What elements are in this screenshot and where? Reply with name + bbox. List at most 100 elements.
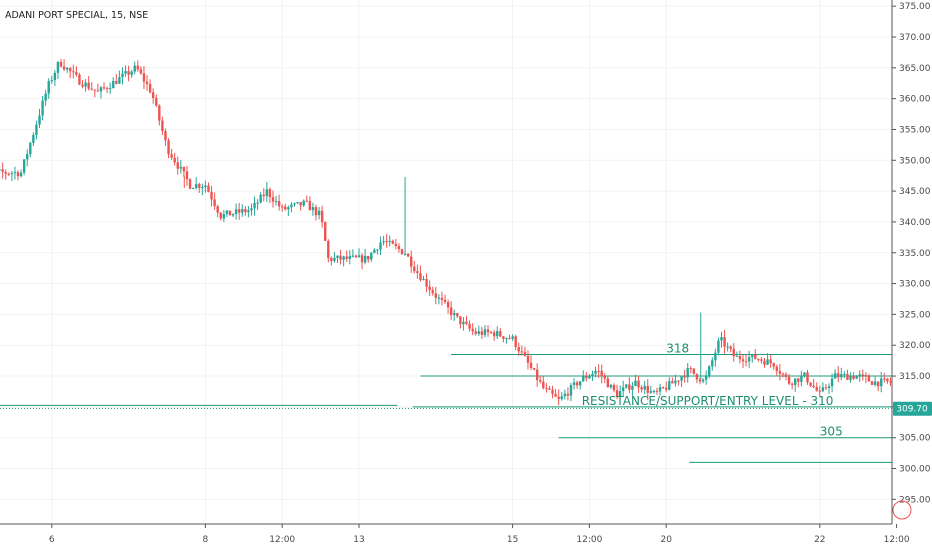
candle-body	[830, 378, 834, 387]
candle-body	[440, 297, 444, 300]
candle-body	[213, 199, 216, 207]
candle-body	[665, 387, 668, 390]
candle-body	[127, 71, 130, 75]
candle-body	[367, 255, 370, 260]
candle-body	[158, 105, 161, 121]
alert-circle-icon[interactable]	[892, 500, 912, 520]
candle-body	[256, 202, 259, 204]
candle-body	[800, 375, 803, 382]
price-tick-label: 345.00	[899, 187, 931, 197]
price-tick-label: 300.00	[899, 465, 931, 475]
candle-body	[324, 222, 327, 241]
candle-body	[864, 375, 868, 377]
candle-body	[413, 266, 416, 272]
price-tick-label: 375.00	[899, 2, 931, 12]
candle-body	[354, 255, 358, 258]
candle-body	[486, 329, 490, 333]
candle-body	[305, 200, 308, 202]
candle-body	[437, 297, 441, 299]
candle-body	[781, 373, 785, 375]
candle-body	[69, 67, 72, 72]
candle-body	[492, 332, 496, 337]
candle-body	[508, 338, 511, 340]
candle-body	[511, 336, 514, 339]
level-label: 318	[666, 341, 689, 355]
candle-body	[855, 375, 858, 379]
candle-body	[496, 331, 499, 337]
candle-body	[78, 74, 81, 85]
candle-body	[81, 84, 84, 87]
candle-body	[342, 256, 345, 260]
candle-body	[615, 390, 619, 397]
price-axis-bg[interactable]	[892, 0, 932, 550]
candle-body	[287, 207, 290, 210]
candle-body	[281, 206, 284, 208]
candle-body	[763, 360, 766, 365]
candle-body	[339, 255, 342, 260]
candle-body	[609, 384, 613, 388]
candle-body	[787, 376, 791, 384]
price-tick-label: 340.00	[899, 218, 931, 228]
candle-body	[308, 201, 312, 211]
candle-body	[151, 92, 155, 99]
candle-body	[290, 204, 293, 208]
candle-body	[357, 255, 361, 258]
candle-body	[250, 208, 253, 211]
candle-body	[293, 203, 296, 205]
candle-body	[90, 88, 93, 90]
candle-body	[139, 69, 143, 74]
candle-body	[483, 329, 487, 335]
candle-body	[637, 380, 640, 388]
candle-body	[130, 71, 133, 75]
candle-body	[219, 212, 222, 219]
candle-body	[686, 367, 689, 378]
candle-body	[701, 379, 705, 382]
candle-body	[311, 207, 315, 211]
candle-body	[744, 361, 748, 363]
candle-body	[29, 142, 32, 155]
candle-body	[738, 356, 742, 360]
candle-body	[62, 66, 66, 70]
candle-body	[320, 210, 324, 223]
candle-body	[449, 307, 453, 316]
candle-body	[330, 258, 333, 261]
candle-body	[661, 387, 665, 389]
candle-body	[735, 356, 739, 358]
time-tick-label: 15	[507, 535, 518, 545]
candle-body	[502, 336, 505, 339]
time-tick-label: 12:00	[269, 535, 295, 545]
candle-body	[520, 351, 524, 353]
candle-body	[360, 255, 364, 263]
candle-body	[4, 171, 7, 174]
candle-body	[551, 389, 554, 394]
candle-body	[827, 386, 831, 389]
candle-body	[861, 374, 865, 376]
candle-body	[569, 385, 573, 396]
candle-body	[680, 376, 683, 381]
candle-body	[121, 73, 124, 78]
candle-body	[259, 194, 262, 203]
candle-body	[265, 189, 269, 197]
candle-body	[167, 140, 170, 155]
candle-body	[708, 366, 711, 377]
candle-body	[108, 88, 112, 90]
candle-body	[468, 323, 471, 329]
candle-body	[594, 370, 597, 374]
candle-body	[198, 184, 201, 188]
candle-body	[201, 186, 204, 188]
time-axis-bg[interactable]	[0, 524, 932, 550]
horizontal-levels[interactable]	[0, 353, 932, 463]
candle-body	[886, 378, 889, 382]
candle-body	[726, 346, 729, 348]
candle-body	[191, 188, 195, 190]
candle-body	[194, 184, 198, 189]
candle-body	[643, 385, 646, 390]
time-tick-label: 22	[814, 535, 825, 545]
candle-body	[575, 382, 579, 386]
candle-body	[434, 293, 437, 298]
price-tick-label: 365.00	[899, 64, 931, 74]
candle-body	[658, 387, 662, 392]
candle-body	[717, 340, 720, 353]
candle-body	[296, 202, 299, 204]
